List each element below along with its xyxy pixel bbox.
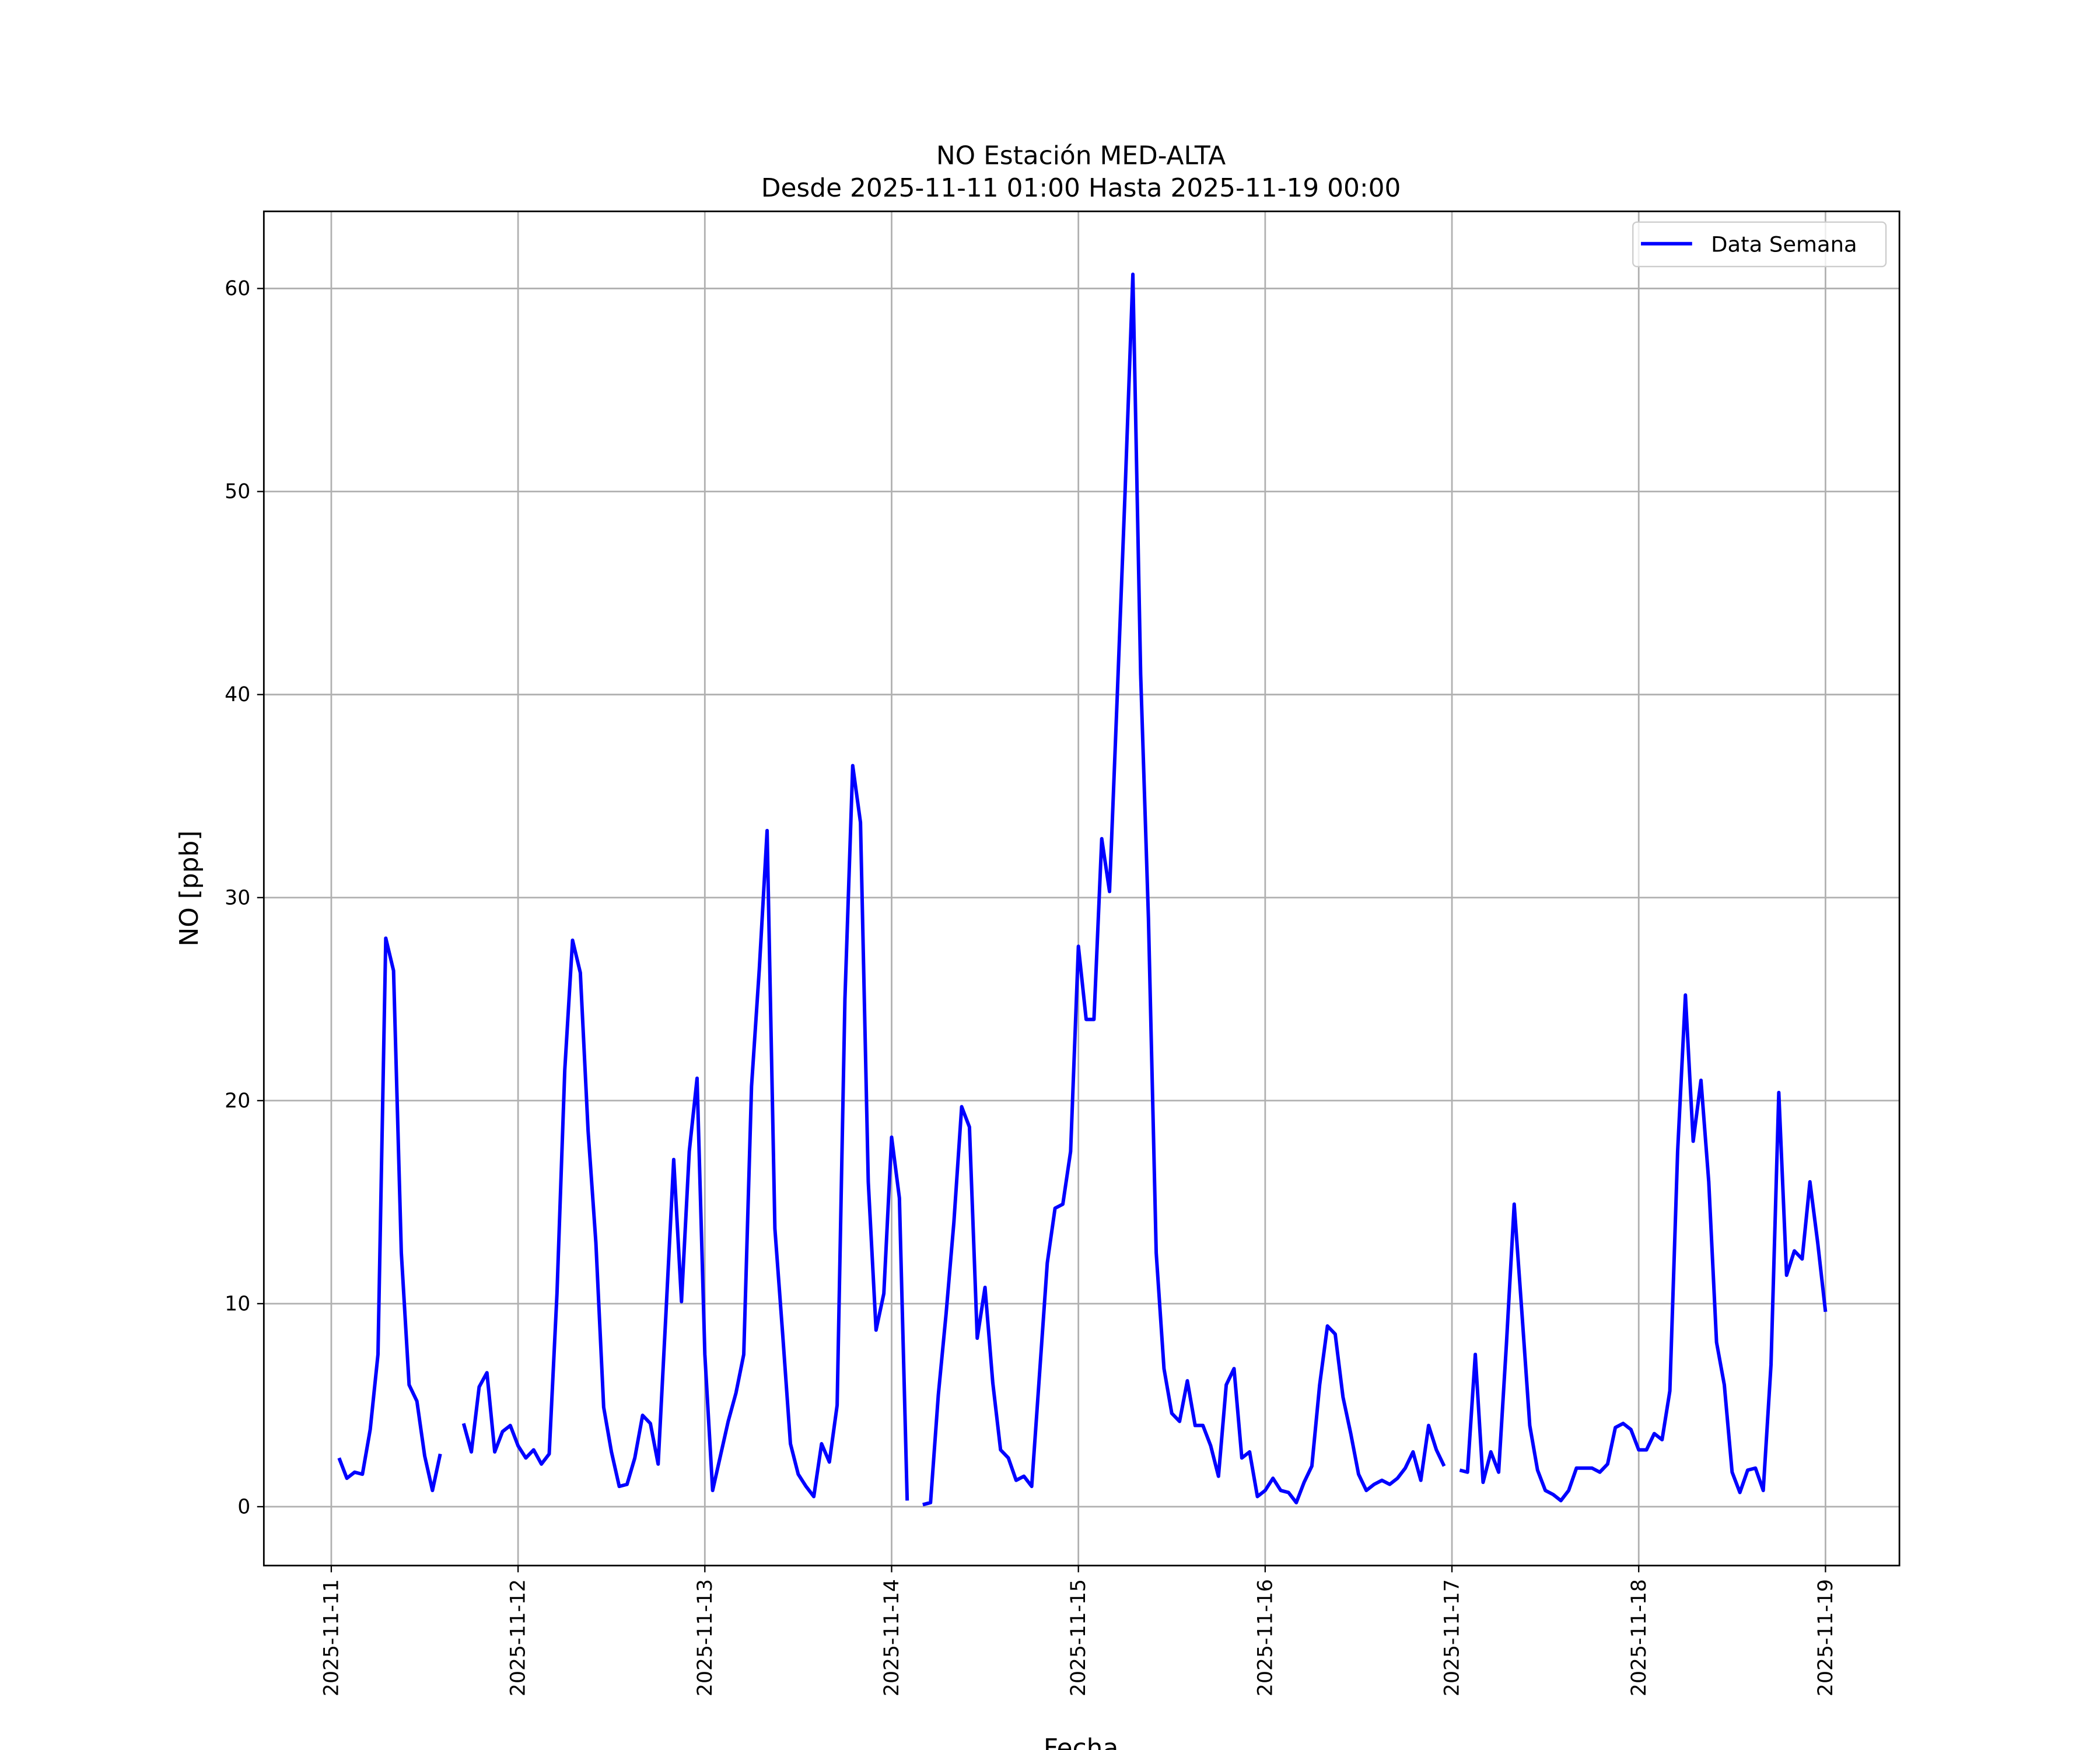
x-tick-label: 2025-11-15 [1067,1579,1090,1696]
chart-subtitle: Desde 2025-11-11 01:00 Hasta 2025-11-19 … [761,173,1401,203]
y-tick-label: 30 [225,886,250,909]
x-tick-label: 2025-11-14 [880,1579,904,1696]
y-tick-label: 50 [225,480,250,503]
x-axis-label: Fecha [1044,1734,1119,1750]
x-tick-label: 2025-11-11 [320,1579,343,1696]
plot-frame [262,210,1901,1567]
x-tick-label: 2025-11-16 [1254,1579,1277,1696]
x-tick-label: 2025-11-19 [1814,1579,1838,1696]
y-tick-label: 20 [225,1089,250,1112]
x-tick-label: 2025-11-13 [694,1579,717,1696]
x-tick-label: 2025-11-12 [507,1579,530,1696]
legend-box [1632,221,1887,268]
legend-label: Data Semana [1711,232,1857,257]
chart-title: NO Estación MED-ALTA [936,141,1226,171]
y-tick-label: 0 [237,1495,250,1518]
y-tick-label: 60 [225,277,250,300]
y-tick-label: 10 [225,1292,250,1315]
data-line [337,272,1828,1507]
x-tick-label: 2025-11-18 [1628,1579,1651,1696]
x-tick-label: 2025-11-17 [1441,1579,1464,1696]
y-tick-label: 40 [225,683,250,706]
y-axis-label: NO [ppb] [174,831,204,947]
